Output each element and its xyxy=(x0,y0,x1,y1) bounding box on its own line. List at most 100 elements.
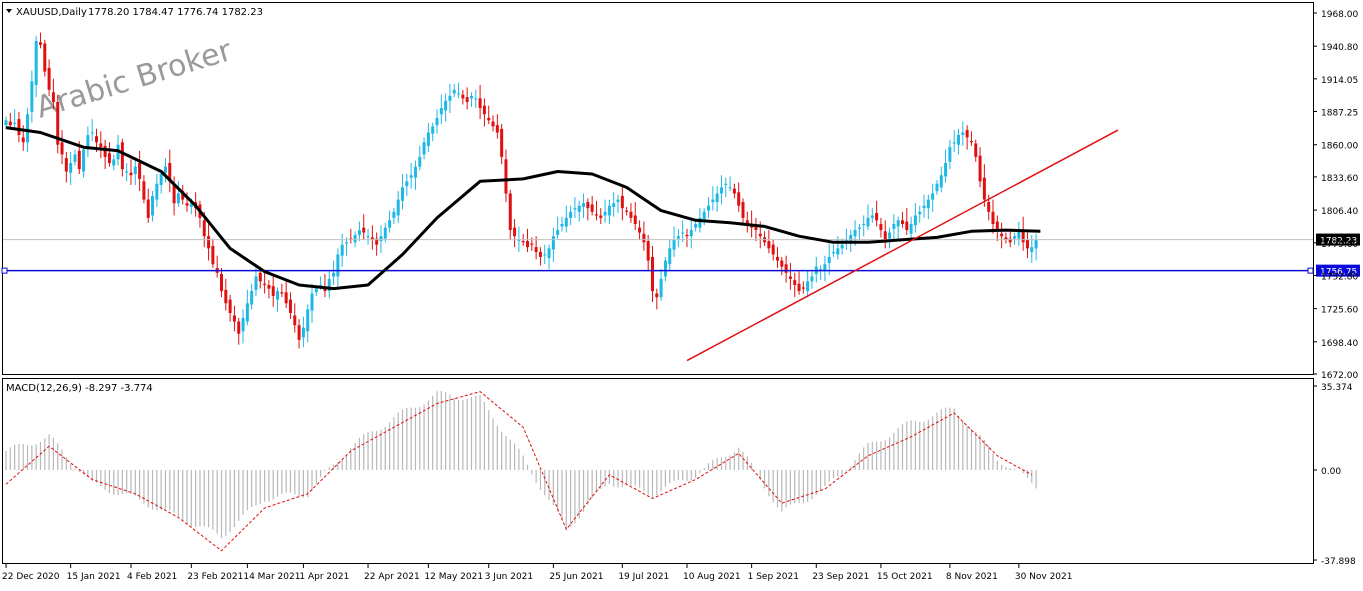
candle-body xyxy=(103,145,107,157)
x-tick-label: 22 Dec 2020 xyxy=(2,572,60,582)
candle xyxy=(133,159,137,185)
macd-pane[interactable] xyxy=(2,378,1314,564)
candle-body xyxy=(857,227,861,229)
candle-body xyxy=(237,321,241,334)
candle-body xyxy=(978,155,982,182)
candle-body xyxy=(659,278,663,298)
candle-body xyxy=(353,234,357,243)
candle-body xyxy=(875,213,879,221)
candle xyxy=(879,217,883,238)
candle-body xyxy=(129,172,133,176)
candle xyxy=(1000,222,1004,249)
ohlc-label: 1778.20 1784.47 1776.74 1782.23 xyxy=(88,7,263,18)
support-line-handle[interactable] xyxy=(1307,267,1314,274)
candle-body xyxy=(271,286,275,296)
candle-body xyxy=(922,205,926,209)
candle xyxy=(146,188,150,223)
symbol-dropdown-icon[interactable] xyxy=(6,9,12,13)
candle-body xyxy=(939,175,943,188)
candle xyxy=(991,199,995,234)
candle-body xyxy=(168,163,172,182)
candle-body xyxy=(375,238,379,245)
x-tick-label: 8 Nov 2021 xyxy=(946,572,998,582)
y-tick-label: 1968.00 xyxy=(1321,10,1358,20)
candle xyxy=(112,154,116,171)
candle-body xyxy=(482,105,486,115)
candle-body xyxy=(418,156,422,167)
x-tick-label: 23 Sep 2021 xyxy=(812,572,869,582)
price-pane[interactable] xyxy=(2,2,1314,375)
candle xyxy=(176,181,180,207)
candle-body xyxy=(810,276,814,282)
candle-body xyxy=(21,137,25,143)
y-tick-label: 1752.80 xyxy=(1321,272,1358,282)
candle xyxy=(250,283,254,310)
candle xyxy=(508,189,512,240)
candle-body xyxy=(534,247,538,253)
candle-body xyxy=(396,199,400,216)
candle xyxy=(69,152,73,185)
candle-body xyxy=(336,254,340,277)
candle-body xyxy=(465,97,469,103)
candle-body xyxy=(500,128,504,157)
candle xyxy=(728,176,732,192)
candle xyxy=(719,175,723,205)
candle-body xyxy=(957,134,961,145)
candle-body xyxy=(159,173,163,185)
candle xyxy=(245,289,249,326)
candle-body xyxy=(732,188,736,194)
candle xyxy=(918,205,922,223)
candle-body xyxy=(745,220,749,224)
candle-body xyxy=(961,132,965,135)
candle-body xyxy=(853,230,857,237)
candle xyxy=(125,163,129,182)
trendline[interactable] xyxy=(686,129,1119,362)
candle xyxy=(90,119,94,142)
x-tick-label: 30 Nov 2021 xyxy=(1015,572,1073,582)
candle-body xyxy=(254,276,258,290)
candle xyxy=(737,182,741,212)
candle-body xyxy=(120,142,124,170)
macd-tick-label: -37.898 xyxy=(1321,557,1356,567)
x-tick-label: 14 Mar 2021 xyxy=(243,572,300,582)
candle xyxy=(301,316,305,348)
candle-body xyxy=(90,132,94,134)
candle xyxy=(526,228,530,253)
candle-body xyxy=(422,142,426,155)
candle xyxy=(293,303,297,333)
candle-body xyxy=(625,210,629,212)
candle-body xyxy=(676,236,680,239)
candle-body xyxy=(319,284,323,286)
candle xyxy=(1021,216,1025,251)
candle-body xyxy=(1021,230,1025,243)
candle xyxy=(306,304,310,343)
candle xyxy=(646,234,650,271)
candle-body xyxy=(151,195,155,216)
candle-body xyxy=(1004,237,1008,240)
candle xyxy=(982,164,986,207)
candle xyxy=(392,208,396,224)
candle-body xyxy=(719,187,723,194)
candle-body xyxy=(228,299,232,314)
candle-body xyxy=(202,220,206,237)
candle-body xyxy=(181,191,185,200)
candle xyxy=(603,199,607,223)
support-line-handle[interactable] xyxy=(1,267,8,274)
candle-body xyxy=(797,283,801,292)
candle xyxy=(163,158,167,183)
candle-body xyxy=(685,234,689,237)
candle xyxy=(1034,233,1038,261)
candle xyxy=(487,105,491,124)
candle xyxy=(594,200,598,221)
candle-body xyxy=(392,211,396,218)
candle-body xyxy=(569,211,573,218)
candle xyxy=(138,150,142,192)
candle-body xyxy=(457,93,461,95)
candle xyxy=(676,228,680,248)
candle-body xyxy=(556,230,560,235)
candle xyxy=(155,173,159,207)
candle xyxy=(905,208,909,235)
candle-body xyxy=(638,227,642,233)
candle xyxy=(461,89,465,105)
candle xyxy=(625,206,629,216)
